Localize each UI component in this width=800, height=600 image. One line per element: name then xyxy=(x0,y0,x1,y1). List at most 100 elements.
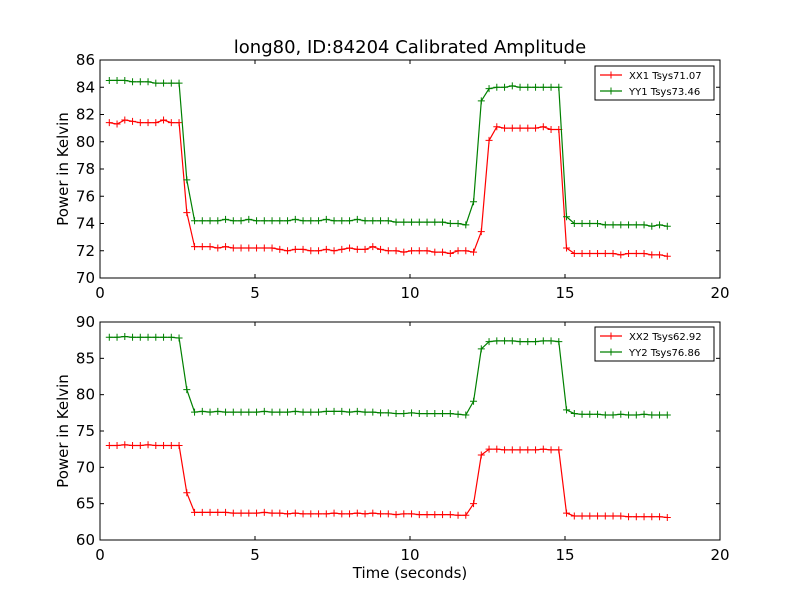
data-point xyxy=(516,446,524,454)
data-point xyxy=(113,76,121,84)
data-point xyxy=(570,249,578,257)
data-point xyxy=(485,445,493,453)
data-point xyxy=(578,512,586,520)
data-point xyxy=(229,244,237,252)
data-point xyxy=(501,83,509,91)
data-point xyxy=(632,249,640,257)
data-point xyxy=(307,408,315,416)
data-point xyxy=(570,410,578,418)
data-point xyxy=(648,411,656,419)
y-tick-label: 75 xyxy=(76,422,95,440)
data-point xyxy=(136,442,144,450)
data-point xyxy=(384,247,392,255)
data-point xyxy=(539,337,547,345)
y-tick-label: 80 xyxy=(76,133,95,151)
data-point xyxy=(640,221,648,229)
data-point xyxy=(105,442,113,450)
data-point xyxy=(144,441,152,449)
data-point xyxy=(346,510,354,518)
y-tick-label: 85 xyxy=(76,349,95,367)
data-point xyxy=(563,213,571,221)
data-point xyxy=(245,215,253,223)
data-point xyxy=(206,508,214,516)
data-point xyxy=(501,124,509,132)
data-point xyxy=(291,509,299,517)
data-point xyxy=(508,446,516,454)
top-plot: 0 5 10 15 20 70 72 74 76 78 80 82 84 86 Power in Kelvi… xyxy=(54,51,730,302)
data-point xyxy=(524,124,532,132)
data-point xyxy=(617,221,625,229)
data-point xyxy=(307,217,315,225)
data-point xyxy=(198,243,206,251)
y-axis-label: Power in Kelvin xyxy=(54,374,72,488)
data-point xyxy=(563,406,571,414)
data-point xyxy=(276,408,284,416)
x-tick-label: 0 xyxy=(95,284,105,302)
data-point xyxy=(222,508,230,516)
data-point xyxy=(284,408,292,416)
data-point xyxy=(330,247,338,255)
y-tick-label: 65 xyxy=(76,495,95,513)
data-point xyxy=(408,409,416,417)
data-point xyxy=(214,244,222,252)
data-point xyxy=(586,249,594,257)
data-point xyxy=(338,407,346,415)
legend-marker xyxy=(607,332,615,340)
data-point xyxy=(276,245,284,253)
data-point xyxy=(470,248,478,256)
data-point xyxy=(105,76,113,84)
data-point xyxy=(524,83,532,91)
data-point xyxy=(353,245,361,253)
data-point xyxy=(253,408,261,416)
data-point xyxy=(167,442,175,450)
legend-label: XX2 Tsys62.92 xyxy=(629,332,702,343)
data-point xyxy=(268,509,276,517)
data-point xyxy=(663,513,671,521)
data-point xyxy=(586,512,594,520)
data-point xyxy=(136,78,144,86)
data-point xyxy=(493,445,501,453)
data-point xyxy=(268,408,276,416)
data-point xyxy=(594,410,602,418)
data-point xyxy=(183,209,191,217)
data-point xyxy=(532,83,540,91)
data-point xyxy=(237,244,245,252)
data-point xyxy=(640,410,648,418)
data-point xyxy=(609,221,617,229)
data-point xyxy=(113,442,121,450)
data-point xyxy=(485,136,493,144)
data-point xyxy=(198,407,206,415)
data-point xyxy=(663,252,671,260)
data-point xyxy=(284,247,292,255)
data-point xyxy=(315,510,323,518)
data-point xyxy=(625,411,633,419)
y-tick-label: 60 xyxy=(76,531,95,549)
data-point xyxy=(578,410,586,418)
data-point xyxy=(129,78,137,86)
x-axis-label: Time (seconds) xyxy=(352,564,468,582)
data-point xyxy=(346,408,354,416)
data-point xyxy=(369,243,377,251)
data-point xyxy=(322,510,330,518)
data-point xyxy=(501,446,509,454)
data-point xyxy=(361,245,369,253)
data-point xyxy=(253,509,261,517)
data-point xyxy=(415,511,423,519)
data-point xyxy=(167,79,175,87)
data-point xyxy=(369,509,377,517)
data-point xyxy=(369,217,377,225)
data-point xyxy=(307,247,315,255)
data-point xyxy=(477,451,485,459)
data-point xyxy=(601,221,609,229)
data-point xyxy=(237,408,245,416)
data-point xyxy=(353,215,361,223)
data-point xyxy=(617,512,625,520)
data-point xyxy=(625,221,633,229)
data-point xyxy=(640,249,648,257)
data-point xyxy=(222,243,230,251)
data-point xyxy=(237,509,245,517)
data-point xyxy=(632,513,640,521)
data-point xyxy=(222,408,230,416)
y-tick-label: 78 xyxy=(76,160,95,178)
data-point xyxy=(477,345,485,353)
